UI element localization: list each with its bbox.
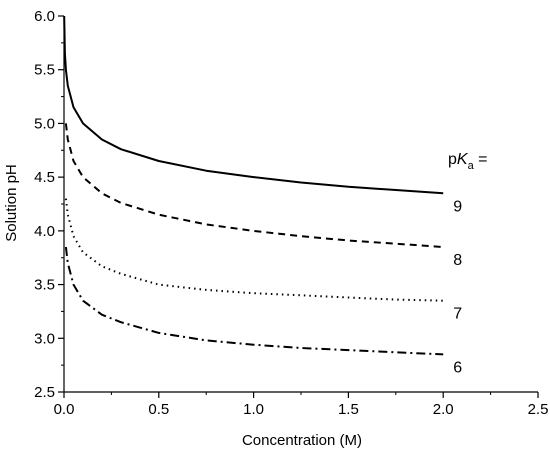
y-axis-title: Solution pH [3,164,20,242]
x-tick-label: 1.0 [243,401,264,418]
series-label-pka-7: 7 [453,306,462,323]
x-tick-label: 1.5 [338,401,359,418]
x-tick-label: 2.5 [528,401,549,418]
axes: 0.0 0.5 1.0 1.5 2.0 2.5 2.5 3.0 3.5 4.0 4.5 5.0 5.5 6… [34,8,548,418]
series-group [63,15,444,356]
series-label-pka-6: 6 [453,359,462,376]
legend-prefix: p [448,151,457,168]
y-tick-label: 3.5 [34,277,55,294]
y-tick-label: 4.0 [34,223,55,240]
series-labels: 9 8 7 6 [453,198,462,376]
series-line-pka-8 [64,123,444,248]
series-label-pka-8: 8 [453,252,462,269]
series-line-pka-7 [64,198,444,302]
y-tick-label: 4.5 [34,169,55,186]
x-axis-title: Concentration (M) [242,432,362,449]
series-line-pka-9 [63,15,444,195]
y-tick-label: 5.0 [34,115,55,132]
y-tick-label: 5.5 [34,62,55,79]
y-tick-label: 2.5 [34,384,55,401]
legend-italic: K [457,151,469,168]
series-line-pka-6 [64,246,444,356]
legend-title: pKa = [448,151,488,172]
x-tick-label: 0.5 [148,401,169,418]
y-tick-label: 6.0 [34,8,55,25]
series-label-pka-9: 9 [453,198,462,215]
x-tick-label: 2.0 [433,401,454,418]
legend-suffix: = [474,151,488,168]
x-tick-label: 0.0 [54,401,75,418]
y-tick-label: 3.0 [34,330,55,347]
legend-subscript: a [468,160,475,172]
